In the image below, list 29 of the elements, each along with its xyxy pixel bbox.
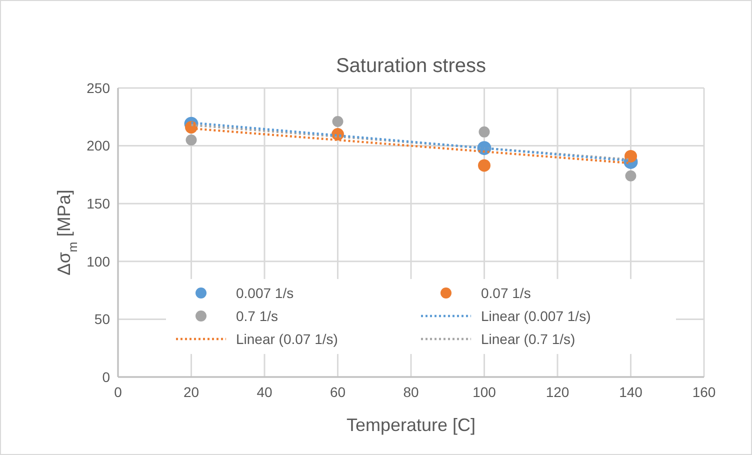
x-tick-label: 160 xyxy=(692,384,716,400)
point xyxy=(625,170,636,182)
x-tick-label: 100 xyxy=(472,384,496,400)
y-tick-label: 0 xyxy=(102,368,110,385)
legend-label: 0.007 1/s xyxy=(236,284,294,301)
legend-label: Linear (0.07 1/s) xyxy=(236,330,338,347)
point xyxy=(332,116,344,128)
y-tick-label: 50 xyxy=(94,311,110,328)
legend-label: 0.7 1/s xyxy=(236,308,278,324)
x-tick-label: 80 xyxy=(403,384,419,400)
legend-label: Linear (0.7 1/s) xyxy=(481,330,576,347)
legend-label: 0.07 1/s xyxy=(481,284,531,301)
x-axis-title: Temperature [C] xyxy=(346,415,476,435)
y-tick-label: 250 xyxy=(86,80,110,96)
x-tick-label: 40 xyxy=(256,384,272,400)
x-tick-label: 120 xyxy=(546,384,570,400)
y-tick-label: 150 xyxy=(86,196,110,212)
x-tick-label: 140 xyxy=(619,384,643,400)
y-tick-label: 200 xyxy=(86,138,110,154)
point xyxy=(186,134,197,146)
point xyxy=(478,159,490,172)
chart-title: Saturation stress xyxy=(336,55,486,77)
point xyxy=(624,150,637,162)
legend-label: Linear (0.007 1/s) xyxy=(481,308,591,324)
x-tick-label: 60 xyxy=(330,384,346,400)
x-tick-label: 0 xyxy=(114,384,122,400)
point xyxy=(478,126,490,138)
y-tick-label: 100 xyxy=(86,253,110,270)
x-tick-label: 20 xyxy=(183,384,200,400)
